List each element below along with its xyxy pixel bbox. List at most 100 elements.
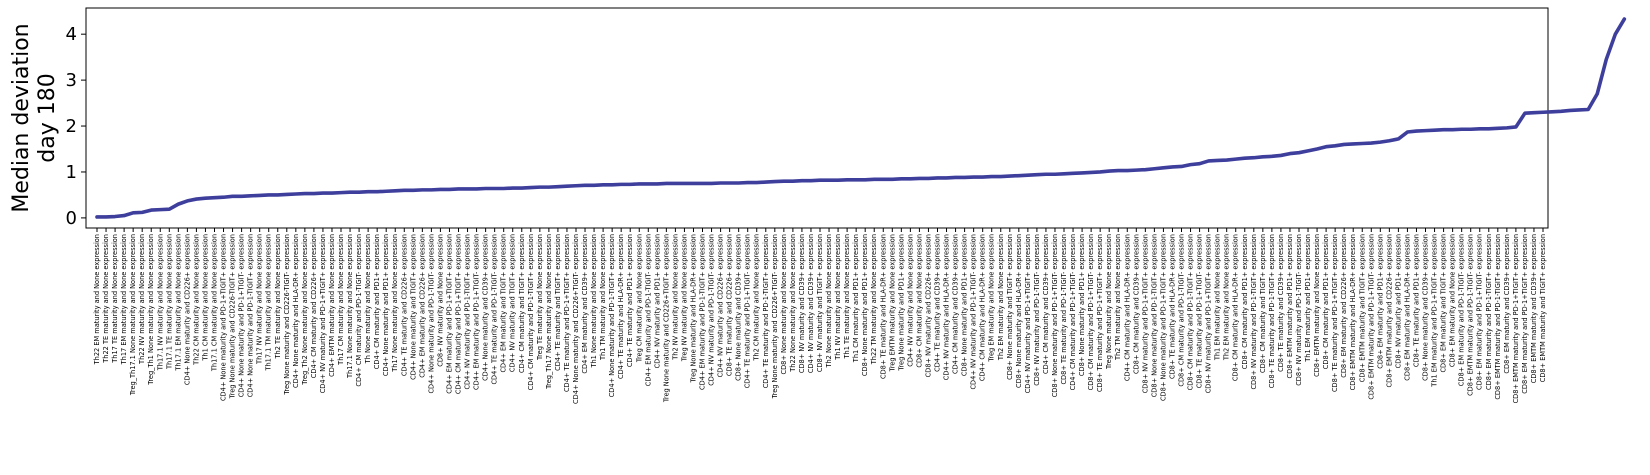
x-tick-label: Th17 None maturity and None expression [391, 234, 399, 373]
x-tick-label: CD8+ EM maturity and HLA-DR+ expression [1403, 234, 1411, 381]
x-tick-label: CD8+ None maturity and CD39+ expression [1422, 234, 1430, 381]
x-tick-label: CD8+ None maturity and PD1+ expression [861, 234, 869, 376]
x-tick-label: Th17.1 EM maturity and None expression [174, 234, 182, 372]
x-tick-label: Th2 TM maturity and None expression [1114, 234, 1122, 361]
x-tick-label: Th2 None maturity and None expression [825, 234, 833, 369]
x-tick-label: CD8+ None maturity and None expression [780, 234, 788, 375]
x-tick-label: CD4+ EMTM maturity and None expression [328, 234, 336, 377]
data-line [95, 17, 1627, 219]
x-tick-label: CD8+ None maturity and CD39+ expression [735, 234, 743, 381]
x-tick-label: CD8+ NV maturity and CD39+ expression [798, 234, 806, 373]
x-tick-label: CD4+ None maturity and CD226+TIGIT- expr… [572, 234, 580, 404]
x-tick-label: CD8+ EMTM maturity and PD-1-TIGIT- expre… [1467, 234, 1475, 396]
x-tick-label: CD4+ CM maturity and PD-1-TIGIT+ express… [527, 234, 535, 390]
x-tick-label: CD8+ TE maturity and CD39+ expression [1277, 234, 1285, 372]
x-tick-label: Th1 CM maturity and PD1+ expression [852, 234, 860, 363]
x-tick-label: CD4+ CM maturity and CD39+ expression [1042, 234, 1050, 374]
x-tick-label: CD8+ NV maturity and PD-1+TIGIT+ express… [1141, 234, 1149, 393]
x-tick-label: CD8+ NV maturity and PD-1-TIGIT- express… [1033, 234, 1041, 386]
x-tick-label: Th17.1 CM maturity and None expression [210, 234, 218, 372]
x-tick-label: Th1 EM maturity and None expression [1214, 234, 1222, 361]
x-tick-label: CD8+ EM maturity and PD-1+TIGIT+ express… [1521, 234, 1529, 394]
x-tick-label: CD8+ NV maturity and CD226+ expression [924, 234, 932, 377]
x-tick-label: CD8+ EM maturity and None expression [1449, 234, 1457, 367]
y-axis-label: Median deviation day 180 [9, 23, 60, 212]
x-tick-label: CD4+ EM maturity and PD-1-TIGIT- express… [644, 234, 652, 386]
x-tick-label: Treg EM maturity and None expression [988, 234, 996, 363]
x-tick-label: CD8+ EMTM maturity and None expression [1313, 234, 1321, 377]
x-tick-label: CD4+ EM maturity and PD-1-TIGIT+ express… [699, 234, 707, 390]
x-tick-label: Th17.1 None maturity and None expression [346, 234, 354, 379]
x-tick-label: CD4+ EM maturity and PD-1+TIGIT+ express… [445, 234, 453, 394]
x-tick-label: CD8+ NV maturity and PD-1+TIGIT+ express… [1205, 234, 1213, 393]
x-tick-label: CD8+ EMTM maturity and PD-1+TIGIT+ expre… [1512, 234, 1520, 403]
plot-frame [85, 7, 1549, 229]
x-tick-label: Th1 EM maturity and PD1+ expression [1304, 234, 1312, 363]
x-tick-label: Treg None maturity and HLA-DR+ expressio… [689, 234, 697, 384]
x-tick-label: Treg_Th17.1 None maturity and None expre… [129, 234, 137, 396]
x-tick-label: CD4+ NV maturity and CD226+ expression [717, 234, 725, 377]
x-tick-label: Treg None maturity and CD226-TIGIT- expr… [283, 234, 291, 396]
x-tick-label: CD4+ None maturity and PD-1+TIGIT- expre… [238, 234, 246, 397]
x-tick-label: CD4+ EM maturity and CD39+ expression [581, 234, 589, 374]
x-tick-label: Th2 EM maturity and None expression [997, 234, 1005, 361]
x-tick-label: CD4+ CM maturity and HLA-DR+ expression [1123, 234, 1131, 381]
x-tick-label: CD8+ EM maturity and PD-1-TIGIT+ express… [1485, 234, 1493, 390]
x-tick-label: CD8+ EM maturity and PD-1+TIGIT- express… [1476, 234, 1484, 390]
x-tick-label: CD8+ EMTM maturity and HLA-DR+ expressio… [1349, 234, 1357, 390]
x-tick-label: Th17 EM maturity and None expression [120, 234, 128, 365]
y-tick-label: 0 [66, 208, 77, 229]
x-tick-label: CD4+ CM maturity and CD226+ expression [310, 234, 318, 378]
x-tick-label: CD8+ EMTM maturity and TIGIT+ expression [1539, 234, 1547, 382]
x-tick-label: Th17.1 TM maturity and None expression [265, 234, 273, 372]
x-tick-label: Treg EMTM maturity and None expression [888, 234, 896, 372]
x-tick-label: CD4+ CM maturity and PD-1-TIGIT- express… [355, 234, 363, 387]
x-tick-label: Th22 TM maturity and None expression [870, 234, 878, 365]
x-tick-label: CD8+ CM maturity and None expression [915, 234, 923, 368]
x-tick-label: Treg None maturity and PD1+ expression [897, 234, 905, 372]
x-tick-label: CD4+ None maturity and PD1+ expression [382, 234, 390, 376]
x-tick-label: CD8+ TE maturity and PD-1+TIGIT+ express… [1331, 234, 1339, 392]
x-tick-label: Th1 TM maturity and None expression [599, 234, 607, 361]
x-tick-label: CD8+ EMTM maturity and PD-1-TIGIT+ expre… [1494, 234, 1502, 400]
x-tick-label: CD4+ None maturity and PD-1+TIGIT+ expre… [220, 234, 228, 401]
x-tick-label: CD8+ TE maturity and PD-1+TIGIT- express… [1196, 234, 1204, 388]
x-tick-label: CD4+ NV maturity and HLA-DR+ expression [943, 234, 951, 380]
x-tick-label: CD8+ EM maturity and CD226+ expression [1340, 234, 1348, 378]
x-tick-label: CD4+ NV maturity and PD1+ expression [653, 234, 661, 368]
y-axis-label-line: day 180 [35, 73, 60, 162]
x-tick-label: CD8+ NV maturity and PD-1-TIGIT+ express… [1250, 234, 1258, 390]
x-tick-label: CD4+ TE maturity and PD-1-TIGIT- express… [491, 234, 499, 385]
x-tick-label: Th17.1 NV maturity and None expression [156, 234, 164, 371]
x-tick-label: CD4+ TE maturity and CD226+ expression [400, 234, 408, 376]
x-tick-label: CD8+ None maturity and TIGIT+ expression [1006, 234, 1014, 380]
x-tick-label: CD4+ None maturity and PD-1-TIGIT+ expre… [608, 234, 616, 397]
x-tick-label: CD8+ TE maturity and PD1+ expression [1412, 234, 1420, 367]
x-tick-label: CD8+ None maturity and PD-1-TIGIT+ expre… [1150, 234, 1158, 397]
x-tick-label: Th2 CM maturity and None expression [753, 234, 761, 362]
x-tick-label: CD4+ CM maturity and HLA-DR+ expression [979, 234, 987, 381]
x-tick-label: Th17 CM maturity and None expression [337, 234, 345, 366]
x-tick-label: CD8+ TE maturity and PD-1+TIGIT+ express… [1096, 234, 1104, 392]
x-tick-label: Th17 NV maturity and None expression [256, 234, 264, 365]
x-tick-label: CD8+ CM maturity and TIGIT+ expression [1259, 234, 1267, 373]
x-tick-label: Th22 CM maturity and None expression [192, 234, 200, 366]
y-tick-label: 1 [66, 162, 77, 183]
x-tick-label: CD4+ None maturity and HLA-DR+ expressio… [292, 234, 300, 388]
x-tick-label: Treg CM maturity and None expression [635, 234, 643, 363]
x-tick-label: CD4+ CM maturity and CD39+ expression [952, 234, 960, 374]
x-tick-label: Treg_Th1 None maturity and None expressi… [147, 234, 155, 386]
y-tick-label: 4 [66, 24, 77, 45]
x-tick-label: CD4+ None maturity and PD-1-TIGIT- expre… [427, 234, 435, 394]
x-tick-label: CD8+ CM maturity and CD39+ expression [1132, 234, 1140, 374]
x-tick-label: CD8+ None maturity and PD-1+TIGIT+ expre… [1159, 234, 1167, 401]
x-tick-label: Th17 TE maturity and None expression [111, 234, 119, 364]
x-tick-label: Treg None maturity and CD226-TIGIT+ expr… [229, 234, 237, 399]
x-tick-label: Treg TE maturity and None expression [536, 234, 544, 361]
x-tick-label: CD8+ CM maturity and PD1+ expression [1322, 234, 1330, 369]
x-tick-label: CD4+ NV maturity and PD-1-TIGIT- express… [708, 234, 716, 386]
x-tick-label: CD8+ EM maturity and PD1+ expression [1376, 234, 1384, 369]
x-tick-label: Th1 CM maturity and None expression [201, 234, 209, 362]
x-tick-label: Th2 NV maturity and None expression [671, 234, 679, 361]
